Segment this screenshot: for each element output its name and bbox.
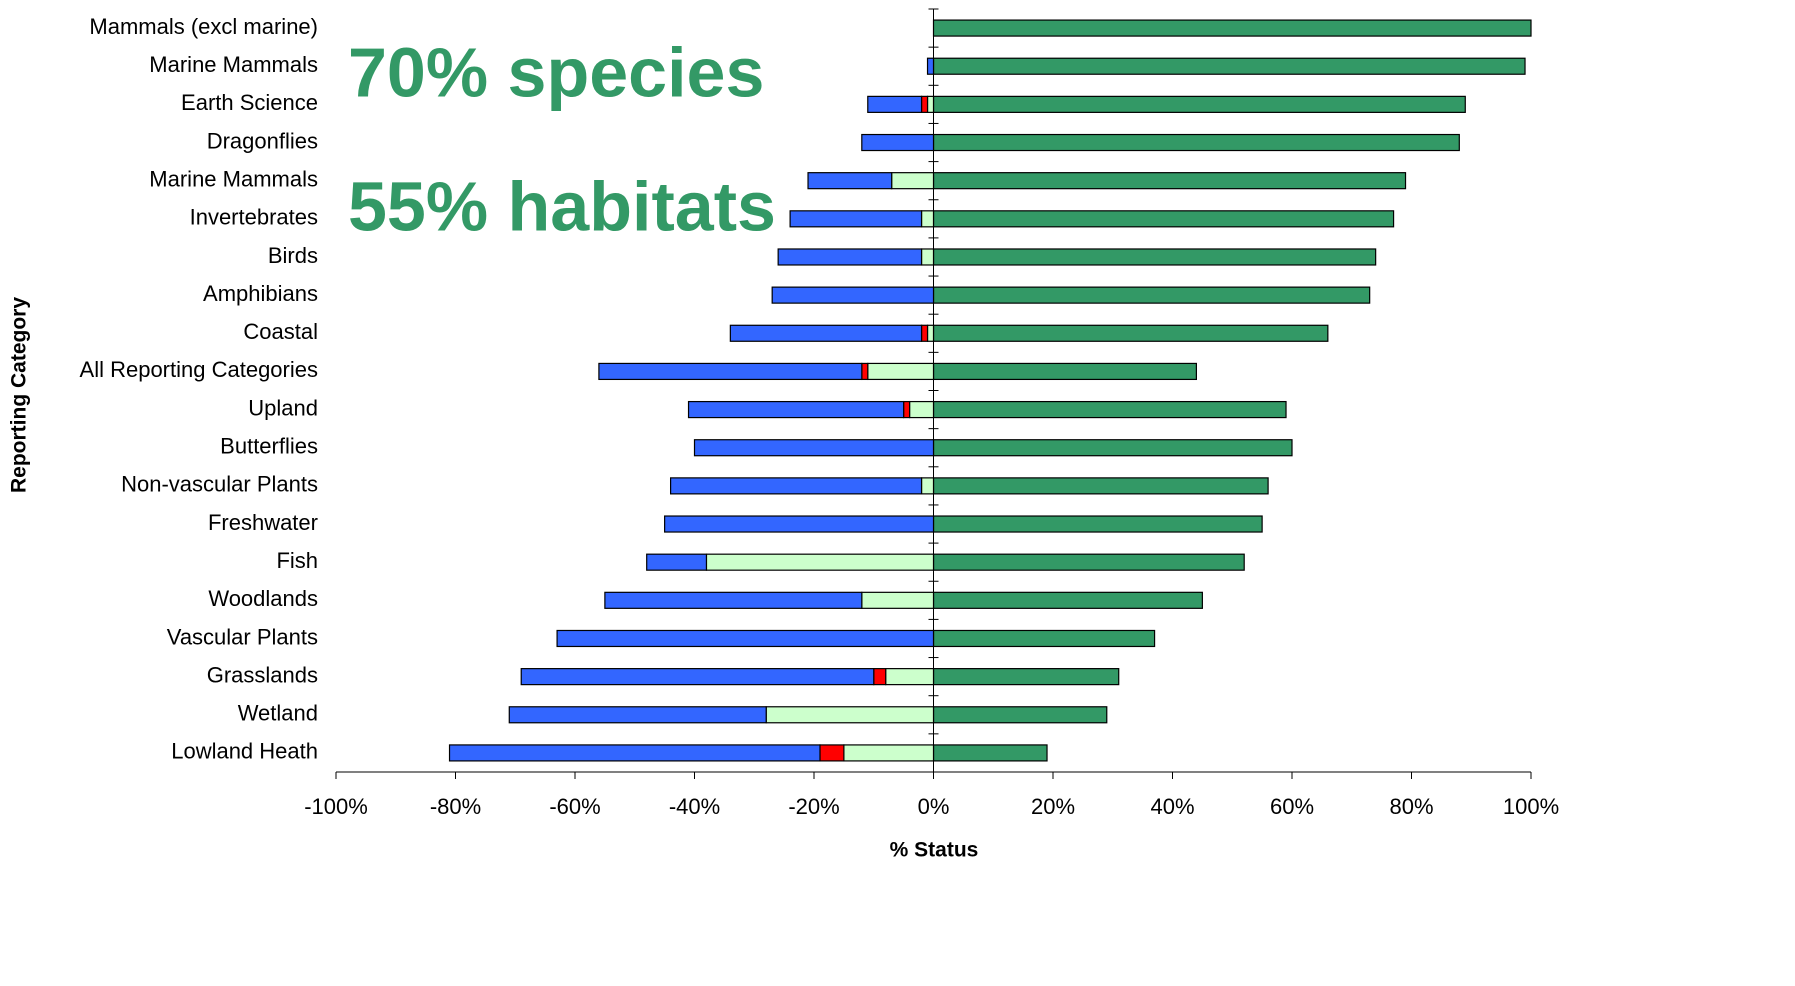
bar-segment	[920, 248, 935, 266]
bar-segment	[819, 744, 845, 762]
bar-segment	[932, 744, 1048, 762]
bar-segment	[693, 439, 935, 457]
y-tick-label: Dragonflies	[207, 128, 318, 153]
bar-segment	[771, 286, 935, 304]
y-tick-label: Vascular Plants	[167, 624, 318, 649]
bar-segment	[687, 400, 905, 419]
x-tick-label: -100%	[304, 794, 368, 819]
bar-segment	[908, 400, 935, 419]
y-tick-label: Lowland Heath	[171, 739, 318, 764]
bar-segment	[932, 629, 1156, 648]
y-tick-label: Woodlands	[208, 586, 318, 611]
bar-segment	[903, 400, 911, 419]
bar-segment	[932, 553, 1245, 571]
y-tick-label: Earth Science	[181, 90, 318, 115]
x-tick-label: 60%	[1270, 794, 1314, 819]
bar-segment	[920, 210, 935, 228]
bar-segment	[861, 133, 935, 152]
x-tick-label: -40%	[669, 794, 720, 819]
x-tick-label: 80%	[1389, 794, 1433, 819]
bar-segment	[777, 248, 923, 266]
x-tick-label: -20%	[788, 794, 839, 819]
y-tick-label: Non-vascular Plants	[121, 472, 318, 497]
bar-segment	[932, 19, 1532, 37]
y-tick-label: Marine Mammals	[149, 166, 318, 191]
bar-segment	[520, 668, 875, 686]
bar-segment	[932, 515, 1263, 533]
bar-segment	[861, 591, 935, 609]
annotation: 55% habitats	[348, 167, 776, 245]
y-tick-label: Wetland	[238, 701, 318, 726]
bar-segment	[789, 210, 923, 228]
bar-segment	[932, 57, 1526, 75]
bar-segment	[932, 668, 1120, 686]
bar-segment	[508, 706, 767, 724]
bar-segment	[705, 553, 935, 571]
bar-segment	[885, 668, 935, 686]
bar-segment	[556, 629, 935, 648]
bar-segment	[646, 553, 708, 571]
bar-segment	[932, 133, 1460, 152]
x-tick-label: 20%	[1031, 794, 1075, 819]
bar-segment	[604, 591, 863, 609]
y-tick-label: Invertebrates	[190, 205, 318, 230]
bar-segment	[729, 324, 923, 342]
x-tick-label: 40%	[1150, 794, 1194, 819]
bar-segment	[926, 57, 935, 75]
y-tick-label: Amphibians	[203, 281, 318, 306]
bar-segment	[932, 95, 1466, 113]
y-tick-label: Butterflies	[220, 434, 318, 459]
bar-segment	[932, 210, 1395, 228]
bar-segment	[873, 668, 887, 686]
y-tick-label: Grasslands	[207, 662, 318, 687]
x-axis-title: % Status	[890, 839, 979, 862]
y-tick-label: Fish	[276, 548, 318, 573]
bar-segment	[807, 172, 893, 190]
bar-segment	[843, 744, 935, 762]
bar-segment	[932, 477, 1269, 495]
y-tick-label: Coastal	[243, 319, 318, 344]
y-tick-label: Freshwater	[208, 510, 318, 535]
x-tick-label: -60%	[549, 794, 600, 819]
bar-segment	[867, 362, 935, 381]
bar-segment	[932, 439, 1293, 457]
bar-segment	[891, 172, 935, 190]
bar-segment	[932, 286, 1371, 304]
y-tick-label: All Reporting Categories	[80, 357, 318, 382]
bar-segment	[932, 591, 1203, 609]
y-tick-label: Mammals (excl marine)	[89, 14, 318, 39]
bar-segment	[861, 362, 869, 381]
x-tick-label: 0%	[918, 794, 950, 819]
x-tick-label: -80%	[430, 794, 481, 819]
bar-segment	[920, 95, 929, 113]
bar-segment	[932, 172, 1407, 190]
bar-segment	[920, 324, 929, 342]
bar-segment	[932, 362, 1197, 381]
bar-segment	[664, 515, 935, 533]
bar-segment	[920, 477, 935, 495]
bar-segment	[932, 706, 1108, 724]
bar-segment	[932, 400, 1287, 419]
bar-segment	[932, 324, 1329, 342]
y-tick-label: Upland	[248, 395, 318, 420]
bar-segment	[926, 95, 935, 113]
y-tick-label: Marine Mammals	[149, 52, 318, 77]
annotation: 70% species	[348, 33, 764, 111]
bar-segment	[867, 95, 923, 113]
bar-segment	[669, 477, 923, 495]
bar-segment	[598, 362, 863, 381]
bar-segment	[926, 324, 935, 342]
bar-segment	[448, 744, 821, 762]
y-tick-label: Birds	[268, 243, 318, 268]
x-tick-label: 100%	[1503, 794, 1559, 819]
y-axis-title: Reporting Category	[8, 297, 31, 493]
bar-segment	[932, 248, 1377, 266]
bar-segment	[765, 706, 935, 724]
